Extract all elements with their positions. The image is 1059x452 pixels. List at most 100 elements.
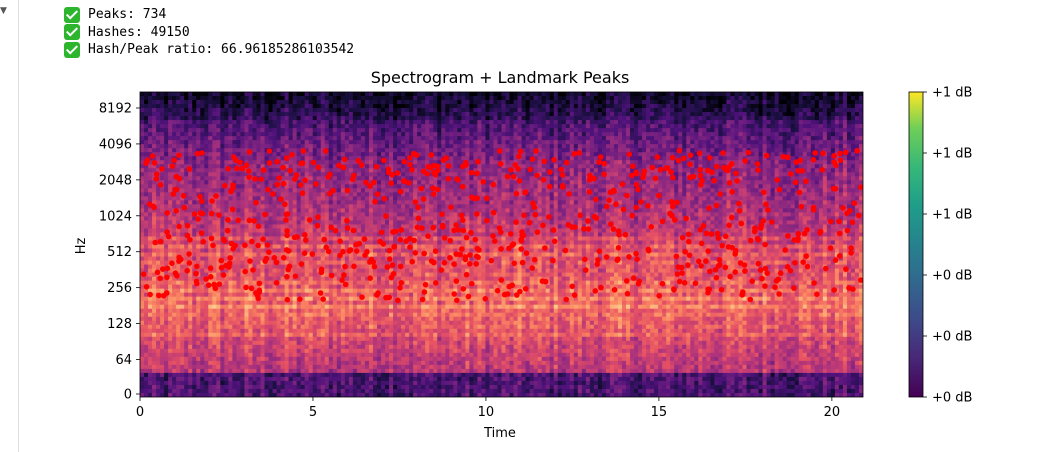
spectrogram-cell: [421, 188, 426, 193]
spectrogram-cell: [425, 124, 430, 129]
spectrogram-cell: [557, 196, 563, 201]
spectrogram-cell: [328, 124, 334, 129]
spectrogram-cell: [770, 108, 776, 113]
spectrogram-cell: [854, 96, 860, 101]
spectrogram-cell: [264, 92, 269, 97]
spectrogram-cell: [473, 192, 478, 197]
spectrogram-cell: [710, 192, 715, 197]
spectrogram-cell: [565, 96, 571, 101]
spectrogram-cell: [461, 124, 466, 129]
spectrogram-cell: [670, 192, 675, 197]
spectrogram-cell: [292, 180, 298, 185]
spectrogram-cell: [457, 116, 462, 121]
spectrogram-cell: [686, 172, 691, 177]
spectrogram-cell: [650, 188, 655, 193]
spectrogram-cell: [220, 92, 225, 97]
spectrogram-cell: [790, 136, 796, 141]
spectrogram-cell: [160, 120, 165, 125]
spectrogram-cell: [417, 100, 422, 105]
spectrogram-cell: [581, 156, 587, 161]
spectrogram-cell: [252, 100, 257, 105]
spectrogram-cell: [774, 164, 780, 169]
spectrogram-cell: [666, 100, 671, 105]
spectrogram-cell: [622, 92, 627, 97]
spectrogram-cell: [445, 136, 450, 141]
spectrogram-cell: [445, 124, 450, 129]
spectrogram-cell: [698, 100, 703, 105]
spectrogram-cell: [425, 140, 430, 145]
spectrogram-cell: [276, 92, 281, 97]
spectrogram-cell: [702, 108, 707, 113]
spectrogram-cell: [573, 200, 579, 205]
spectrogram-cell: [485, 128, 490, 133]
spectrogram-cell: [810, 116, 816, 121]
spectrogram-cell: [296, 152, 302, 157]
spectrogram-cell: [276, 124, 281, 129]
spectrogram-cell: [320, 196, 326, 201]
spectrogram-cell: [425, 144, 430, 149]
spectrogram-cell: [646, 108, 651, 113]
spectrogram-cell: [553, 184, 559, 189]
spectrogram-cell: [834, 132, 840, 137]
spectrogram-cell: [228, 176, 233, 181]
spectrogram-cell: [830, 108, 836, 113]
spectrogram-cell: [674, 128, 679, 133]
spectrogram-cell: [573, 196, 579, 201]
spectrogram-cell: [585, 200, 591, 205]
spectrogram-cell: [758, 112, 763, 117]
log-line-ratio: Hash/Peak ratio: 66.96185286103542: [64, 41, 354, 59]
spectrogram-cell: [802, 132, 808, 137]
spectrogram-cell: [734, 164, 739, 169]
collapse-output-icon[interactable]: ▼: [0, 6, 7, 16]
spectrogram-cell: [638, 116, 643, 121]
spectrogram-cell: [517, 200, 522, 205]
spectrogram-cell: [168, 124, 173, 129]
spectrogram-cell: [272, 164, 277, 169]
spectrogram-cell: [742, 188, 747, 193]
spectrogram-cell: [376, 100, 382, 105]
spectrogram-cell: [332, 120, 338, 125]
spectrogram-cell: [276, 164, 281, 169]
spectrogram-cell: [838, 164, 844, 169]
spectrogram-cell: [565, 176, 571, 181]
spectrogram-cell: [184, 176, 189, 181]
spectrogram-cell: [529, 160, 535, 165]
spectrogram-cell: [662, 92, 667, 97]
spectrogram-cell: [545, 112, 551, 117]
spectrogram-cell: [770, 144, 776, 149]
spectrogram-cell: [818, 176, 824, 181]
spectrogram-cell: [160, 176, 165, 181]
spectrogram-cell: [280, 148, 285, 153]
spectrogram-cell: [413, 124, 418, 129]
spectrogram-cell: [690, 144, 695, 149]
spectrogram-cell: [236, 172, 241, 177]
spectrogram-cell: [184, 100, 189, 105]
spectrogram-cell: [658, 164, 663, 169]
spectrogram-cell: [642, 184, 647, 189]
spectrogram-cell: [778, 112, 784, 117]
spectrogram-cell: [818, 100, 824, 105]
spectrogram-cell: [437, 156, 442, 161]
spectrogram-cell: [730, 96, 735, 101]
spectrogram-cell: [368, 144, 374, 149]
spectrogram-cell: [521, 120, 526, 125]
spectrogram-cell: [622, 136, 627, 141]
spectrogram-cell: [152, 196, 157, 201]
spectrogram-cell: [216, 120, 221, 125]
spectrogram-cell: [332, 96, 338, 101]
spectrogram-cell: [814, 120, 820, 125]
spectrogram-cell: [854, 136, 860, 141]
spectrogram-cell: [324, 116, 330, 121]
spectrogram-cell: [505, 184, 510, 189]
spectrogram-cell: [381, 188, 386, 193]
spectrogram-cell: [156, 92, 161, 97]
spectrogram-cell: [276, 172, 281, 177]
spectrogram-cell: [826, 132, 832, 137]
spectrogram-cell: [461, 128, 466, 133]
spectrogram-cell: [658, 148, 663, 153]
spectrogram-cell: [393, 100, 398, 105]
spectrogram-cell: [184, 108, 189, 113]
spectrogram-cell: [529, 124, 535, 129]
spectrogram-cell: [148, 172, 153, 177]
spectrogram-cell: [401, 188, 406, 193]
